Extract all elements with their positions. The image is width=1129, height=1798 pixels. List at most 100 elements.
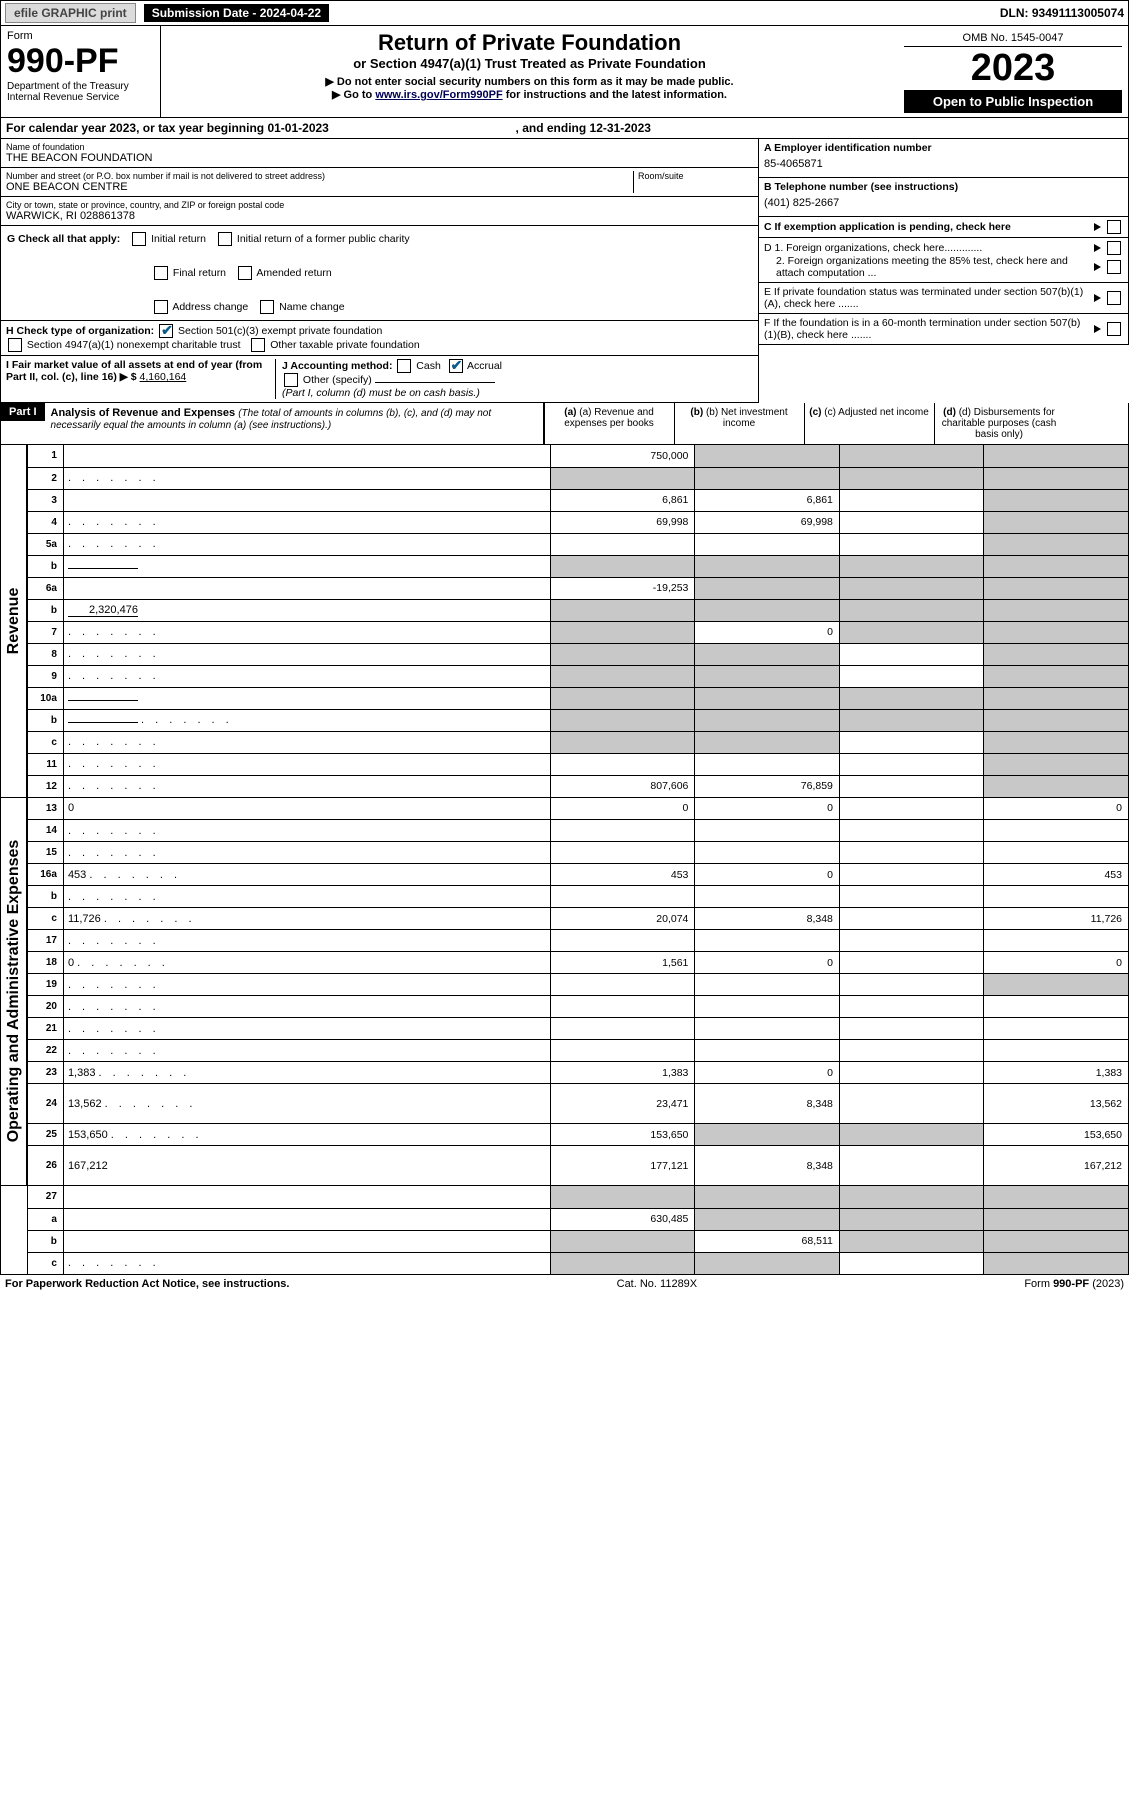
summary-table: 27a630,485b68,511c . . . . . . . [27, 1186, 1129, 1275]
table-row: b [28, 555, 1129, 577]
cb-d1[interactable] [1107, 241, 1121, 255]
cb-name-change[interactable] [260, 300, 274, 314]
table-row: 27 [28, 1186, 1129, 1208]
arrow-icon [1094, 325, 1101, 333]
table-row: 21 . . . . . . . [28, 1018, 1129, 1040]
instr-link-row: ▶ Go to www.irs.gov/Form990PF for instru… [167, 88, 892, 101]
e-label: E If private foundation status was termi… [764, 286, 1090, 310]
f-label: F If the foundation is in a 60-month ter… [764, 317, 1090, 341]
col-b-header: (b) (b) Net investment income [674, 403, 804, 444]
table-row: 1750,000 [28, 445, 1129, 467]
city-label: City or town, state or province, country… [6, 200, 753, 210]
cb-addr-change[interactable] [154, 300, 168, 314]
cb-exemption-pending[interactable] [1107, 220, 1121, 234]
table-row: 4 . . . . . . .69,99869,998 [28, 511, 1129, 533]
cb-accrual[interactable] [449, 359, 463, 373]
addr-label: Number and street (or P.O. box number if… [6, 171, 633, 181]
cb-other-taxable[interactable] [251, 338, 265, 352]
c-label: C If exemption application is pending, c… [764, 221, 1090, 233]
open-public-badge: Open to Public Inspection [904, 90, 1122, 113]
table-row: 5a . . . . . . . [28, 533, 1129, 555]
omb-number: OMB No. 1545-0047 [904, 30, 1122, 47]
form-number: 990-PF [7, 42, 154, 81]
table-row: 36,8616,861 [28, 489, 1129, 511]
table-row: 25153,650 . . . . . . .153,650153,650 [28, 1124, 1129, 1146]
dept-treasury: Department of the Treasury [7, 81, 154, 92]
table-row: 20 . . . . . . . [28, 996, 1129, 1018]
cb-final-return[interactable] [154, 266, 168, 280]
arrow-icon [1094, 294, 1101, 302]
table-row: c11,726 . . . . . . .20,0748,34811,726 [28, 908, 1129, 930]
efile-print-button[interactable]: efile GRAPHIC print [5, 3, 136, 23]
arrow-icon [1094, 263, 1101, 271]
part1-header: Part I [1, 403, 45, 421]
j-note: (Part I, column (d) must be on cash basi… [282, 387, 480, 399]
form-subtitle: or Section 4947(a)(1) Trust Treated as P… [167, 56, 892, 71]
cb-former-charity[interactable] [218, 232, 232, 246]
table-row: 9 . . . . . . . [28, 665, 1129, 687]
revenue-table: 1750,0002 . . . . . . .36,8616,8614 . . … [27, 445, 1129, 798]
arrow-icon [1094, 223, 1101, 231]
cb-501c3[interactable] [159, 324, 173, 338]
i-value: 4,160,164 [140, 371, 187, 383]
footer-left: For Paperwork Reduction Act Notice, see … [5, 1278, 289, 1290]
g-label: G Check all that apply: [7, 233, 120, 245]
table-row: b . . . . . . . [28, 886, 1129, 908]
table-row: b . . . . . . . [28, 709, 1129, 731]
ein-label: A Employer identification number [764, 142, 1123, 154]
cb-cash[interactable] [397, 359, 411, 373]
form-label: Form [7, 30, 154, 42]
table-row: c . . . . . . . [28, 731, 1129, 753]
name-label: Name of foundation [6, 142, 753, 152]
cb-f[interactable] [1107, 322, 1121, 336]
part1-title: Analysis of Revenue and Expenses [51, 407, 236, 419]
table-row: 6a-19,253 [28, 577, 1129, 599]
table-row: 231,383 . . . . . . .1,38301,383 [28, 1062, 1129, 1084]
cb-other-method[interactable] [284, 373, 298, 387]
table-row: 180 . . . . . . .1,56100 [28, 952, 1129, 974]
cb-4947[interactable] [8, 338, 22, 352]
table-row: b 2,320,476 [28, 599, 1129, 621]
expense-table: 13000014 . . . . . . .15 . . . . . . .16… [27, 798, 1129, 1187]
calendar-year-row: For calendar year 2023, or tax year begi… [0, 118, 1129, 139]
irs-label: Internal Revenue Service [7, 92, 154, 103]
i-label: I Fair market value of all assets at end… [6, 359, 262, 383]
footer-catno: Cat. No. 11289X [617, 1278, 698, 1290]
expenses-section-label: Operating and Administrative Expenses [0, 798, 27, 1187]
table-row: 19 . . . . . . . [28, 974, 1129, 996]
table-row: 17 . . . . . . . [28, 930, 1129, 952]
j-label: J Accounting method: [282, 360, 392, 372]
table-row: 11 . . . . . . . [28, 753, 1129, 775]
tax-year: 2023 [904, 47, 1122, 90]
table-row: 14 . . . . . . . [28, 820, 1129, 842]
cb-initial-return[interactable] [132, 232, 146, 246]
col-a-header: (a) (a) Revenue and expenses per books [544, 403, 674, 444]
ein-value: 85-4065871 [764, 154, 1123, 174]
footer-right: Form 990-PF (2023) [1024, 1278, 1124, 1290]
phone-value: (401) 825-2667 [764, 193, 1123, 213]
cb-d2[interactable] [1107, 260, 1121, 274]
form-title: Return of Private Foundation [167, 30, 892, 56]
table-row: 22 . . . . . . . [28, 1040, 1129, 1062]
table-row: 2413,562 . . . . . . .23,4718,34813,562 [28, 1084, 1129, 1124]
instr-ssn: ▶ Do not enter social security numbers o… [167, 75, 892, 88]
table-row: 16a453 . . . . . . .4530453 [28, 864, 1129, 886]
d1-label: D 1. Foreign organizations, check here..… [764, 242, 1090, 254]
table-row: 10a [28, 687, 1129, 709]
address: ONE BEACON CENTRE [6, 181, 633, 193]
h-label: H Check type of organization: [6, 325, 154, 337]
table-row: 26167,212177,1218,348167,212 [28, 1146, 1129, 1186]
irs-link[interactable]: www.irs.gov/Form990PF [375, 89, 502, 101]
arrow-icon [1094, 244, 1101, 252]
cb-amended[interactable] [238, 266, 252, 280]
foundation-name: THE BEACON FOUNDATION [6, 152, 753, 164]
col-c-header: (c) (c) Adjusted net income [804, 403, 934, 444]
cb-e[interactable] [1107, 291, 1121, 305]
table-row: a630,485 [28, 1208, 1129, 1230]
table-row: 8 . . . . . . . [28, 643, 1129, 665]
table-row: b68,511 [28, 1230, 1129, 1252]
phone-label: B Telephone number (see instructions) [764, 181, 1123, 193]
table-row: 2 . . . . . . . [28, 467, 1129, 489]
table-row: c . . . . . . . [28, 1252, 1129, 1274]
col-d-header: (d) (d) Disbursements for charitable pur… [934, 403, 1064, 444]
